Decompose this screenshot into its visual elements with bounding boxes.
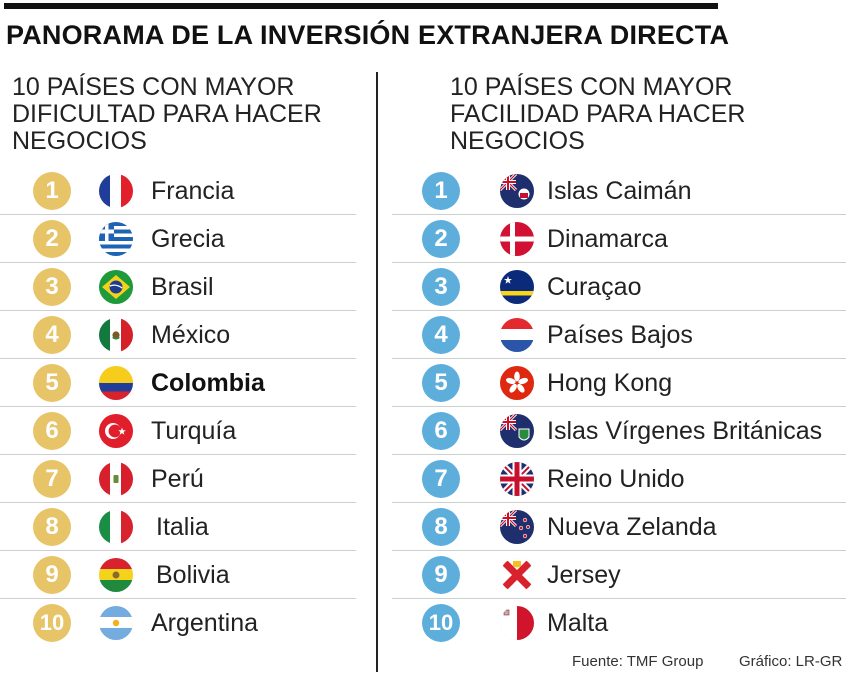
list-item: 6 Turquía — [0, 407, 356, 455]
country-name: Argentina — [151, 609, 259, 637]
country-name: Jersey — [547, 561, 621, 589]
list-item: 10 Argentina — [0, 599, 356, 647]
list-item: 2 Dinamarca — [392, 215, 846, 263]
graphic-credit: Gráfico: LR-GR — [739, 653, 843, 670]
mexico-flag-icon — [99, 318, 133, 352]
rank-badge: 4 — [422, 316, 460, 354]
list-item: 9 Jersey — [392, 551, 846, 599]
list-item: 10 Malta — [392, 599, 846, 647]
country-name: Islas Caimán — [547, 177, 692, 205]
rank-badge: 3 — [33, 268, 71, 306]
list-item: 6 Islas Vírgenes Británicas — [392, 407, 846, 455]
country-name: Turquía — [151, 417, 237, 445]
turkey-flag-icon — [99, 414, 133, 448]
hong-kong-flag-icon — [500, 366, 534, 400]
country-name: Italia — [156, 513, 209, 541]
rank-badge: 8 — [33, 508, 71, 546]
british-virgin-islands-flag-icon — [500, 414, 534, 448]
cayman-islands-flag-icon — [500, 174, 534, 208]
brazil-flag-icon — [99, 270, 133, 304]
country-name: Francia — [151, 177, 235, 205]
country-name: Dinamarca — [547, 225, 668, 253]
rank-badge: 8 — [422, 508, 460, 546]
rank-badge: 1 — [422, 172, 460, 210]
netherlands-flag-icon — [500, 318, 534, 352]
jersey-flag-icon — [500, 558, 534, 592]
rank-badge: 3 — [422, 268, 460, 306]
list-item: 4 México — [0, 311, 356, 359]
peru-flag-icon — [99, 462, 133, 496]
difficulty-heading: 10 PAÍSES CON MAYOR DIFICULTAD PARA HACE… — [12, 73, 322, 155]
list-item: 7 Reino Unido — [392, 455, 846, 503]
rank-badge: 5 — [33, 364, 71, 402]
country-name: Hong Kong — [547, 369, 673, 397]
list-item: 2 Grecia — [0, 215, 356, 263]
top-rule — [4, 3, 718, 9]
country-name: México — [151, 321, 231, 349]
list-item: 9 Bolivia — [0, 551, 356, 599]
new-zealand-flag-icon — [500, 510, 534, 544]
curacao-flag-icon — [500, 270, 534, 304]
rank-badge: 6 — [33, 412, 71, 450]
ease-column: 10 PAÍSES CON MAYOR FACILIDAD PARA HACER… — [392, 73, 846, 642]
difficulty-column: 10 PAÍSES CON MAYOR DIFICULTAD PARA HACE… — [0, 73, 356, 642]
denmark-flag-icon — [500, 222, 534, 256]
rank-badge: 1 — [33, 172, 71, 210]
list-item: 3 Brasil — [0, 263, 356, 311]
rank-badge: 5 — [422, 364, 460, 402]
page-title: PANORAMA DE LA INVERSIÓN EXTRANJERA DIRE… — [6, 20, 730, 50]
country-name: Malta — [547, 609, 609, 637]
rank-badge: 7 — [422, 460, 460, 498]
rank-badge: 2 — [33, 220, 71, 258]
list-item: 8 Nueva Zelanda — [392, 503, 846, 551]
colombia-flag-icon — [99, 366, 133, 400]
list-item: 7 Perú — [0, 455, 356, 503]
country-name: Brasil — [151, 273, 214, 301]
source-note: Fuente: TMF Group — [572, 653, 704, 670]
country-name: Grecia — [151, 225, 225, 253]
country-name: Bolivia — [156, 561, 230, 589]
list-item: 5 Hong Kong — [392, 359, 846, 407]
list-item: 8 Italia — [0, 503, 356, 551]
list-item: 4 Países Bajos — [392, 311, 846, 359]
france-flag-icon — [99, 174, 133, 208]
greece-flag-icon — [99, 222, 133, 256]
malta-flag-icon — [500, 606, 534, 640]
rank-badge: 2 — [422, 220, 460, 258]
bolivia-flag-icon — [99, 558, 133, 592]
column-divider — [376, 72, 378, 672]
united-kingdom-flag-icon — [500, 462, 534, 496]
country-name: Curaçao — [547, 273, 642, 301]
rank-badge: 9 — [422, 556, 460, 594]
list-item: 1 Francia — [0, 167, 356, 215]
country-name: Islas Vírgenes Británicas — [547, 417, 823, 445]
country-name-highlighted: Colombia — [151, 369, 265, 397]
list-item: 3 Curaçao — [392, 263, 846, 311]
italy-flag-icon — [99, 510, 133, 544]
country-name: Países Bajos — [547, 321, 693, 349]
rank-badge: 9 — [33, 556, 71, 594]
rank-badge: 6 — [422, 412, 460, 450]
country-name: Nueva Zelanda — [547, 513, 717, 541]
list-item: 5 Colombia — [0, 359, 356, 407]
ease-heading: 10 PAÍSES CON MAYOR FACILIDAD PARA HACER… — [450, 73, 746, 155]
list-item: 1 Islas Caimán — [392, 167, 846, 215]
rank-badge: 7 — [33, 460, 71, 498]
rank-badge: 10 — [33, 604, 71, 642]
country-name: Perú — [151, 465, 204, 493]
rank-badge: 10 — [422, 604, 460, 642]
country-name: Reino Unido — [547, 465, 685, 493]
rank-badge: 4 — [33, 316, 71, 354]
argentina-flag-icon — [99, 606, 133, 640]
